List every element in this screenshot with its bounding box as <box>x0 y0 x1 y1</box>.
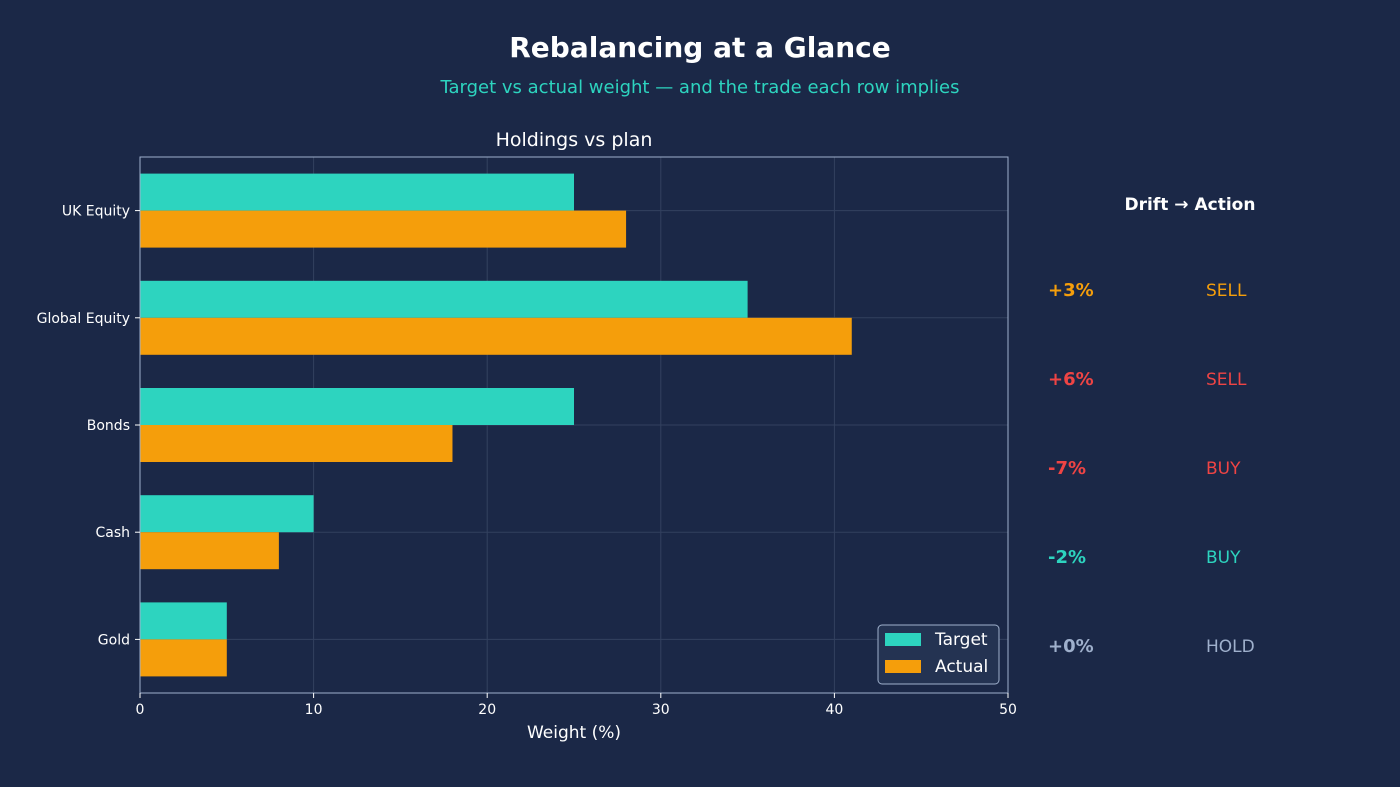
drift-action: HOLD <box>1206 637 1255 657</box>
bar-actual <box>140 532 279 570</box>
drift-action: BUY <box>1206 459 1241 479</box>
bar-actual <box>140 425 453 462</box>
x-tick-label: 40 <box>825 702 843 718</box>
x-axis-label: Weight (%) <box>527 723 621 743</box>
legend-swatch <box>885 660 921 673</box>
x-tick-label: 50 <box>999 702 1017 718</box>
drift-row: -2% BUY <box>1048 546 1378 570</box>
bar-target <box>140 280 748 318</box>
drift-row: +6% SELL <box>1048 368 1378 392</box>
bar-actual <box>140 210 627 248</box>
bar-target <box>140 602 227 640</box>
legend: Target Actual <box>877 624 1000 685</box>
drift-value: +0% <box>1048 636 1094 657</box>
page-subtitle: Target vs actual weight — and the trade … <box>440 77 960 98</box>
drift-row: -7% BUY <box>1048 457 1378 481</box>
x-tick-label: 30 <box>652 702 670 718</box>
legend-label: Actual <box>935 657 988 677</box>
drift-action: BUY <box>1206 548 1241 568</box>
bar-actual <box>140 639 227 677</box>
y-tick-label: Bonds <box>87 418 130 434</box>
legend-label: Target <box>934 630 988 650</box>
bar-actual <box>140 317 852 355</box>
drift-value: -2% <box>1048 547 1087 568</box>
drift-row: +3% SELL <box>1048 279 1378 303</box>
y-tick-label: Cash <box>95 525 130 541</box>
bar-target <box>140 495 314 533</box>
drift-panel-title: Drift → Action <box>1124 195 1256 215</box>
drift-value: +6% <box>1048 369 1094 390</box>
drift-value: +3% <box>1048 280 1094 301</box>
drift-action: SELL <box>1206 370 1247 390</box>
drift-row: +0% HOLD <box>1048 635 1378 659</box>
y-tick-label: Global Equity <box>37 311 130 327</box>
y-tick-label: Gold <box>98 632 130 648</box>
x-tick-label: 0 <box>136 702 145 718</box>
chart-title: Holdings vs plan <box>496 129 653 151</box>
bar-target <box>140 173 574 211</box>
y-tick-label: UK Equity <box>62 204 130 220</box>
drift-action: SELL <box>1206 281 1247 301</box>
axes: 0 10 20 30 40 50 UK Equity Global Equity Bonds Ca… <box>37 204 1017 718</box>
page-title: Rebalancing at a Glance <box>509 31 891 64</box>
bars <box>140 173 852 677</box>
x-tick-label: 10 <box>305 702 323 718</box>
drift-value: -7% <box>1048 458 1087 479</box>
legend-swatch <box>885 633 921 646</box>
bar-target <box>140 388 574 425</box>
x-tick-label: 20 <box>478 702 496 718</box>
holdings-bar-chart: 0 10 20 30 40 50 UK Equity Global Equity Bonds Ca… <box>37 129 1017 743</box>
